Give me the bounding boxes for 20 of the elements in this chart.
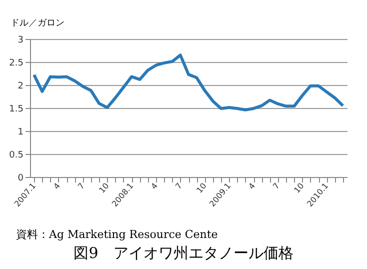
x-tick-label: 7 — [174, 181, 184, 191]
x-tick-label: 4 — [246, 181, 258, 191]
x-tick-label: 7 — [76, 181, 86, 191]
x-tick-label: 10 — [292, 181, 306, 195]
y-tick-label: 2.5 — [9, 58, 24, 68]
y-tick-label: 0 — [18, 174, 24, 184]
x-tick-label: 4 — [149, 181, 160, 191]
line-series — [32, 54, 344, 112]
x-tick-label: 10 — [97, 181, 111, 195]
x-tick-label: 10 — [194, 181, 208, 195]
y-tick-label: 0.5 — [9, 150, 24, 160]
text: 図9 アイオワ州エタノール価格 — [72, 244, 294, 263]
y-axis-title: ドル／ガロン — [10, 18, 64, 28]
y-tick-label: 2 — [18, 82, 24, 92]
x-tick-label: 4 — [52, 181, 62, 191]
y-tick-label: 1 — [18, 128, 24, 138]
x-tick-label: 7 — [271, 181, 282, 191]
y-tick-label: 3 — [18, 36, 24, 46]
y-tick-label: 1.5 — [9, 104, 24, 114]
text: 資料：Ag Marketing Resource Cente — [16, 227, 219, 242]
